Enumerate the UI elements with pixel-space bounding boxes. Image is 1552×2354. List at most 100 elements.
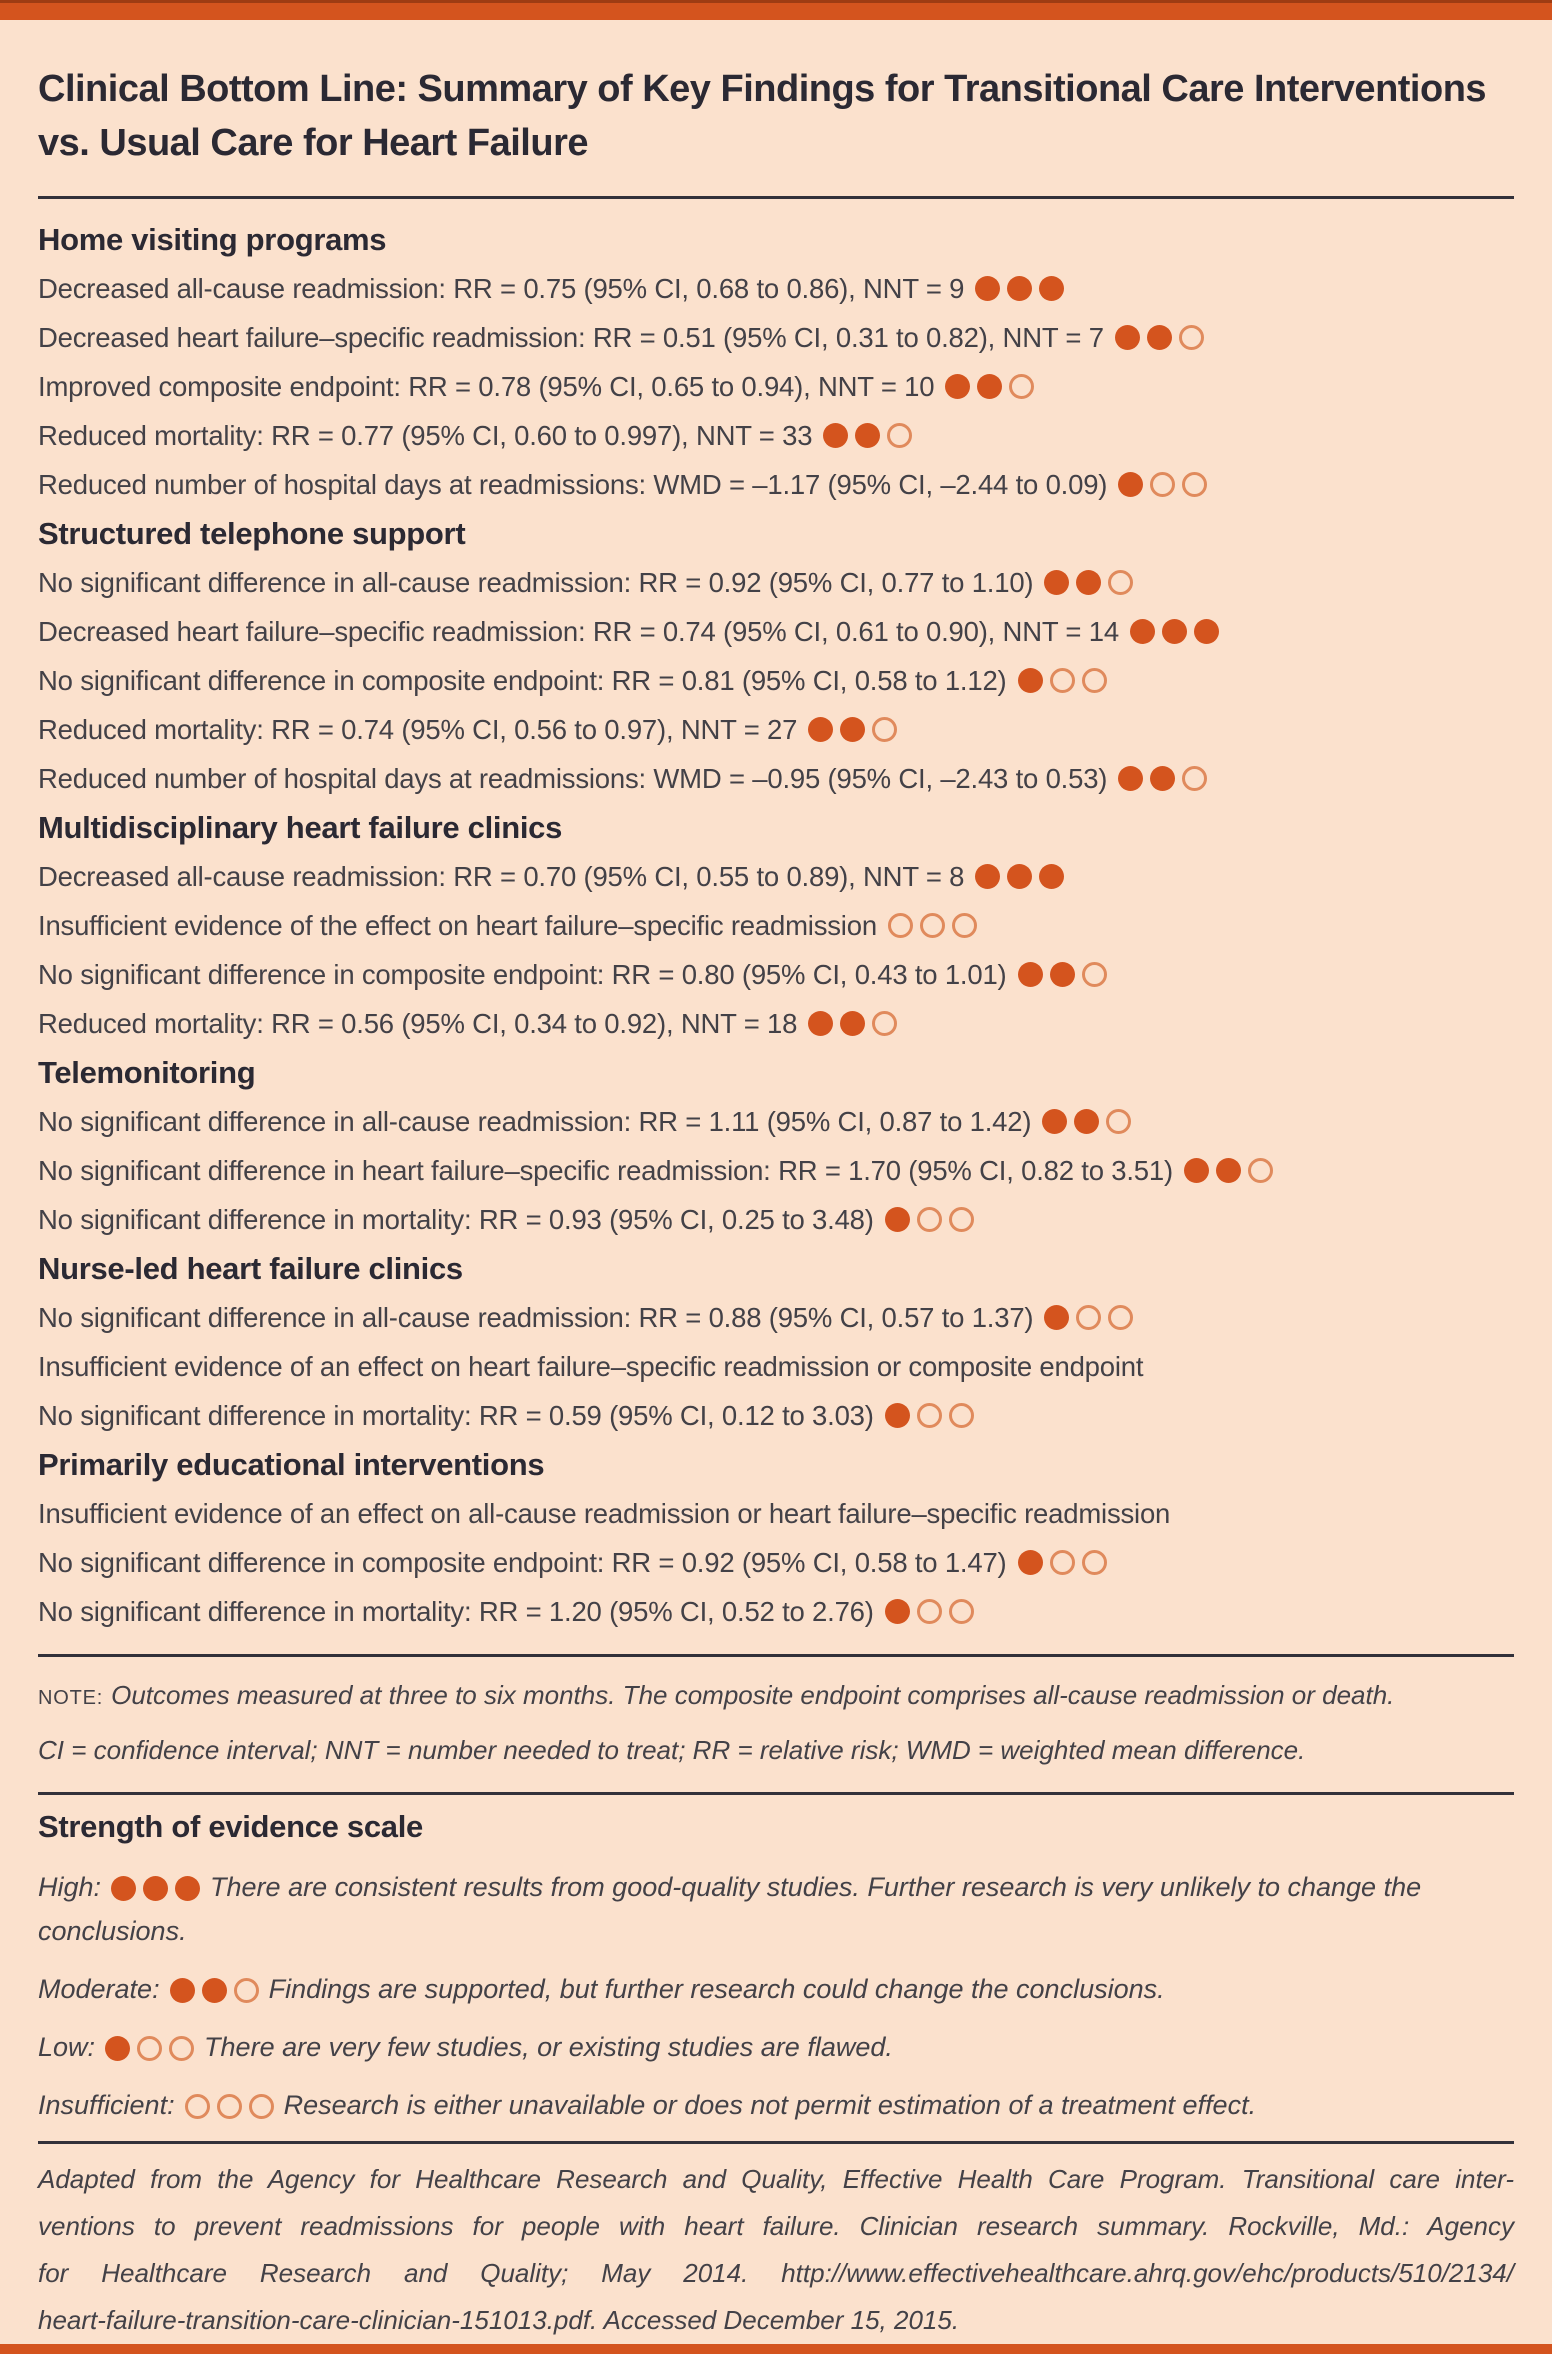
evidence-dot-filled (945, 374, 971, 399)
evidence-dot-open (1049, 1550, 1075, 1575)
evidence-dot-filled (1007, 864, 1033, 889)
finding-text: No significant difference in composite e… (38, 664, 1007, 696)
finding-text: No significant difference in composite e… (38, 958, 1007, 990)
evidence-dots (887, 913, 977, 938)
evidence-dot-filled (1118, 472, 1144, 497)
finding-text: Reduced mortality: RR = 0.74 (95% CI, 0.… (38, 713, 798, 745)
evidence-dot-filled (1044, 570, 1070, 595)
evidence-dot-filled (1017, 668, 1043, 693)
evidence-level-row: High: There are consistent results from g… (38, 1865, 1514, 1953)
evidence-dot-open (919, 913, 945, 938)
evidence-dot-filled (884, 1207, 910, 1232)
evidence-dots (1118, 472, 1208, 497)
evidence-dot-open (887, 913, 913, 938)
evidence-dot-filled (1039, 276, 1065, 301)
finding-row: Decreased all-cause readmission: RR = 0.… (38, 264, 1514, 313)
finding-text: Improved composite endpoint: RR = 0.78 (… (38, 370, 935, 402)
evidence-dot-open (872, 717, 898, 742)
finding-row: No significant difference in heart failu… (38, 1146, 1514, 1195)
evidence-dot-filled (1215, 1158, 1241, 1183)
finding-row: Decreased heart failure–specific readmis… (38, 607, 1514, 656)
finding-row: No significant difference in mortality: … (38, 1195, 1514, 1244)
evidence-dot-open (1081, 1550, 1107, 1575)
bottom-accent-bar (0, 2344, 1552, 2354)
evidence-dot-open (1081, 668, 1107, 693)
evidence-dots (975, 864, 1065, 889)
evidence-dot-filled (1007, 276, 1033, 301)
evidence-dot-filled (1161, 619, 1187, 644)
finding-row: No significant difference in all-cause r… (38, 1293, 1514, 1342)
evidence-dot-filled (855, 423, 881, 448)
divider (38, 2141, 1514, 2144)
finding-text: Decreased all-cause readmission: RR = 0.… (38, 272, 965, 304)
evidence-dots (823, 423, 913, 448)
finding-row: Reduced number of hospital days at readm… (38, 460, 1514, 509)
evidence-dot-filled (823, 423, 849, 448)
evidence-level-text: There are consistent results from good-q… (38, 1872, 1422, 1946)
evidence-dot-filled (175, 1876, 201, 1901)
evidence-dots (1017, 1550, 1107, 1575)
section-heading: Home visiting programs (38, 221, 387, 257)
evidence-dots (945, 374, 1035, 399)
finding-text: No significant difference in composite e… (38, 1546, 1007, 1578)
finding-text: Insufficient evidence of an effect on he… (38, 1350, 1144, 1382)
evidence-dot-filled (808, 1011, 834, 1036)
evidence-level-label: Moderate: (38, 1974, 160, 2004)
finding-row: Insufficient evidence of the effect on h… (38, 901, 1514, 950)
source-citation: Adapted from the Agency for Healthcare R… (38, 2156, 1514, 2344)
divider (38, 196, 1514, 199)
finding-text: No significant difference in mortality: … (38, 1203, 874, 1235)
evidence-dots (808, 717, 898, 742)
finding-row: Insufficient evidence of an effect on he… (38, 1342, 1514, 1391)
evidence-dot-filled (1129, 619, 1155, 644)
finding-text: No significant difference in heart failu… (38, 1154, 1173, 1186)
evidence-dot-filled (169, 1978, 195, 2003)
evidence-dots (1114, 325, 1204, 350)
finding-text: Reduced mortality: RR = 0.56 (95% CI, 0.… (38, 1007, 798, 1039)
evidence-dot-filled (1076, 570, 1102, 595)
finding-text: Decreased heart failure–specific readmis… (38, 321, 1104, 353)
finding-text: Reduced mortality: RR = 0.77 (95% CI, 0.… (38, 419, 813, 451)
finding-row: Insufficient evidence of an effect on al… (38, 1489, 1514, 1538)
evidence-dot-filled (977, 374, 1003, 399)
section-heading: Telemonitoring (38, 1054, 256, 1090)
evidence-dot-filled (840, 717, 866, 742)
note-line: NOTE: Outcomes measured at three to six m… (38, 1669, 1514, 1724)
finding-row: No significant difference in mortality: … (38, 1587, 1514, 1636)
finding-row: No significant difference in all-cause r… (38, 558, 1514, 607)
evidence-dot-filled (143, 1876, 169, 1901)
divider (38, 1792, 1514, 1795)
evidence-dot-filled (840, 1011, 866, 1036)
evidence-dots (1183, 1158, 1273, 1183)
section-heading: Structured telephone support (38, 515, 466, 551)
evidence-dots (808, 1011, 898, 1036)
evidence-dot-open (248, 2094, 274, 2119)
evidence-dot-open (184, 2094, 210, 2119)
evidence-dot-filled (1183, 1158, 1209, 1183)
finding-text: No significant difference in all-cause r… (38, 566, 1034, 598)
evidence-dot-filled (1017, 1550, 1043, 1575)
evidence-dot-filled (1146, 325, 1172, 350)
note-line: CI = confidence interval; NNT = number n… (38, 1724, 1514, 1776)
finding-row: Reduced mortality: RR = 0.74 (95% CI, 0.… (38, 705, 1514, 754)
evidence-dot-filled (1044, 1305, 1070, 1330)
evidence-dot-open (233, 1978, 259, 2003)
evidence-dots (1017, 962, 1107, 987)
evidence-dots (111, 1876, 201, 1901)
evidence-dot-open (948, 1403, 974, 1428)
evidence-dots (884, 1599, 974, 1624)
source-line: for Healthcare Research and Quality; May… (38, 2258, 1514, 2288)
finding-text: Decreased heart failure–specific readmis… (38, 615, 1119, 647)
finding-row: Improved composite endpoint: RR = 0.78 (… (38, 362, 1514, 411)
evidence-level-label: Insufficient: (38, 2090, 175, 2120)
evidence-dot-filled (884, 1403, 910, 1428)
summary-box: Clinical Bottom Line: Summary of Key Fin… (0, 20, 1552, 2344)
evidence-dot-filled (105, 2036, 131, 2061)
evidence-dot-filled (975, 864, 1001, 889)
finding-text: No significant difference in mortality: … (38, 1399, 874, 1431)
evidence-scale-heading: Strength of evidence scale (38, 1809, 423, 1844)
sections: Home visiting programs Decreased all-caus… (38, 215, 1514, 1636)
source-line: heart-failure-transition-care-clinician-… (38, 2305, 960, 2335)
evidence-dot-open (1009, 374, 1035, 399)
evidence-dot-open (887, 423, 913, 448)
